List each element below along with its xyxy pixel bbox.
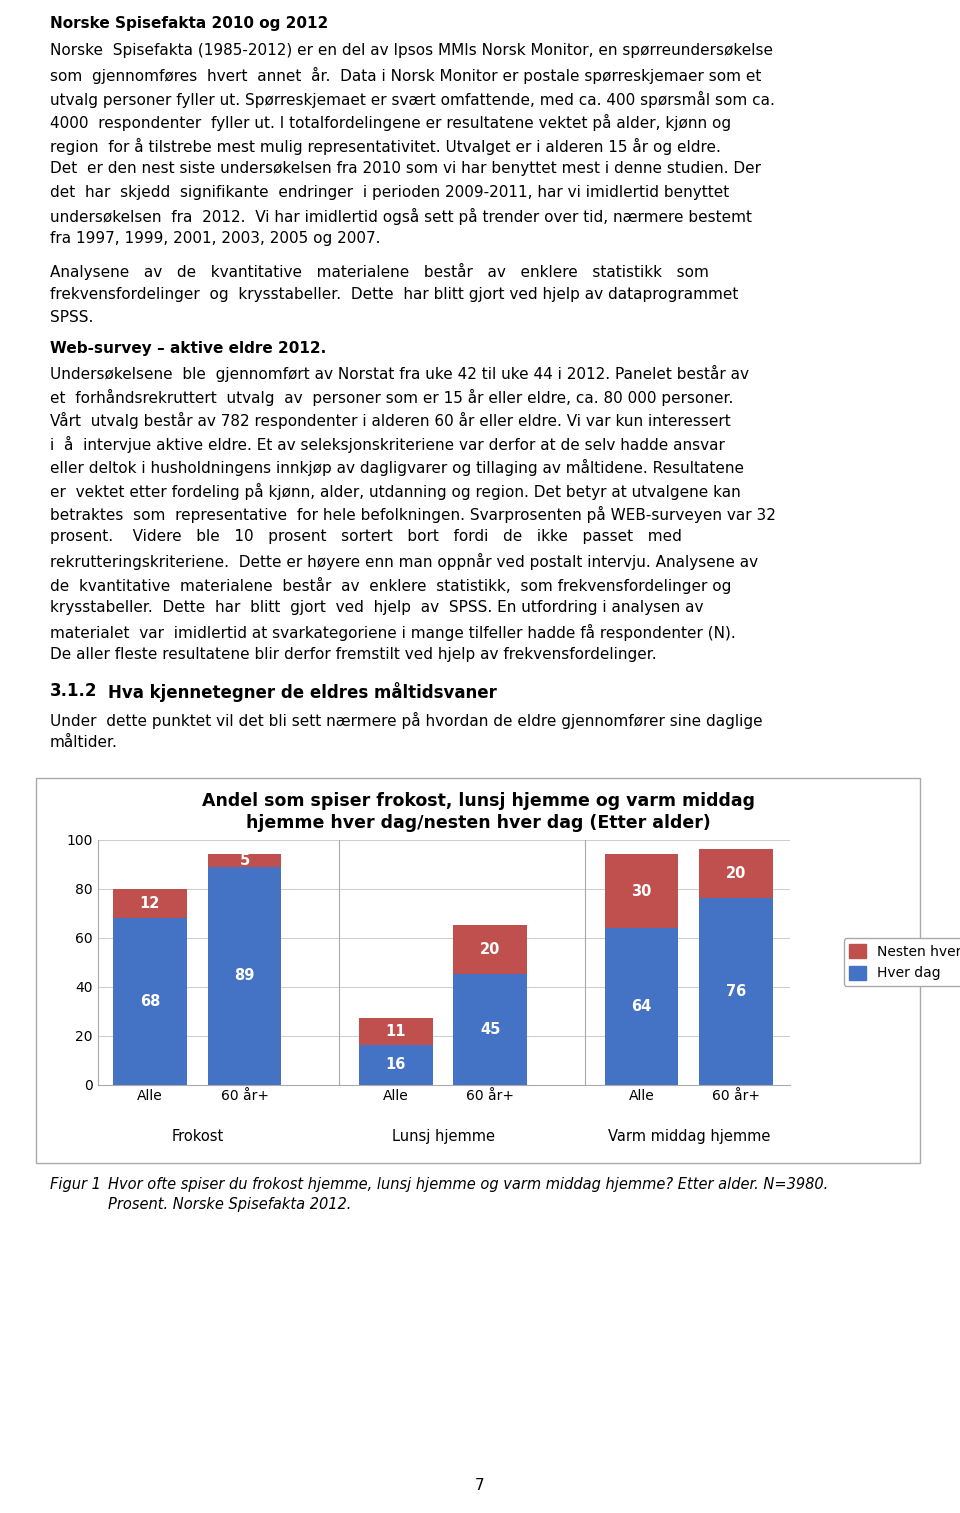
Text: 4000  respondenter  fyller ut. I totalfordelingene er resultatene vektet på alde: 4000 respondenter fyller ut. I totalford…	[50, 113, 732, 132]
Bar	[359, 1045, 433, 1085]
Bar	[699, 899, 773, 1085]
Text: 20: 20	[480, 943, 500, 958]
Text: 76: 76	[726, 983, 746, 999]
Text: Hvor ofte spiser du frokost hjemme, lunsj hjemme og varm middag hjemme? Etter al: Hvor ofte spiser du frokost hjemme, luns…	[108, 1177, 828, 1192]
Bar	[113, 918, 187, 1085]
Text: Andel som spiser frokost, lunsj hjemme og varm middag: Andel som spiser frokost, lunsj hjemme o…	[202, 791, 755, 809]
Text: hjemme hver dag/nesten hver dag (Etter alder): hjemme hver dag/nesten hver dag (Etter a…	[246, 814, 710, 832]
Legend: Nesten hver dag, Hver dag: Nesten hver dag, Hver dag	[844, 938, 960, 986]
Text: 89: 89	[234, 968, 254, 983]
Text: 7: 7	[475, 1478, 485, 1493]
Bar	[453, 926, 527, 974]
FancyBboxPatch shape	[36, 778, 920, 1162]
Text: rekrutteringskriteriene.  Dette er høyere enn man oppnår ved postalt intervju. A: rekrutteringskriteriene. Dette er høyere…	[50, 552, 758, 570]
Text: 11: 11	[386, 1024, 406, 1039]
Text: Det  er den nest siste undersøkelsen fra 2010 som vi har benyttet mest i denne s: Det er den nest siste undersøkelsen fra …	[50, 160, 761, 176]
Text: betraktes  som  representative  for hele befolkningen. Svarprosenten på WEB-surv: betraktes som representative for hele be…	[50, 505, 776, 523]
Text: som  gjennomføres  hvert  annet  år.  Data i Norsk Monitor er postale spørreskje: som gjennomføres hvert annet år. Data i …	[50, 67, 761, 85]
Bar	[699, 849, 773, 899]
Text: Hva kjennetegner de eldres måltidsvaner: Hva kjennetegner de eldres måltidsvaner	[108, 682, 497, 702]
Text: region  for å tilstrebe mest mulig representativitet. Utvalget er i alderen 15 å: region for å tilstrebe mest mulig repres…	[50, 138, 721, 154]
Text: Figur 1: Figur 1	[50, 1177, 101, 1192]
Text: Prosent. Norske Spisefakta 2012.: Prosent. Norske Spisefakta 2012.	[108, 1197, 351, 1212]
Text: fra 1997, 1999, 2001, 2003, 2005 og 2007.: fra 1997, 1999, 2001, 2003, 2005 og 2007…	[50, 231, 380, 247]
Text: prosent.    Videre   ble   10   prosent   sortert   bort   fordi   de   ikke   p: prosent. Videre ble 10 prosent sortert b…	[50, 530, 682, 545]
Text: Analysene   av   de   kvantitative   materialene   består   av   enklere   stati: Analysene av de kvantitative materialene…	[50, 263, 708, 280]
Text: Norske  Spisefakta (1985-2012) er en del av Ipsos MMIs Norsk Monitor, en spørreu: Norske Spisefakta (1985-2012) er en del …	[50, 44, 773, 59]
Text: 20: 20	[726, 867, 746, 882]
Text: Under  dette punktet vil det bli sett nærmere på hvordan de eldre gjennomfører s: Under dette punktet vil det bli sett nær…	[50, 711, 762, 729]
Text: Norske Spisefakta 2010 og 2012: Norske Spisefakta 2010 og 2012	[50, 17, 328, 30]
Text: 45: 45	[480, 1021, 500, 1036]
Text: Varm middag hjemme: Varm middag hjemme	[608, 1129, 770, 1144]
Text: frekvensfordelinger  og  krysstabeller.  Dette  har blitt gjort ved hjelp av dat: frekvensfordelinger og krysstabeller. De…	[50, 286, 738, 301]
Text: i  å  intervjue aktive eldre. Et av seleksjonskriteriene var derfor at de selv h: i å intervjue aktive eldre. Et av seleks…	[50, 436, 725, 452]
Bar	[359, 1018, 433, 1045]
Text: 64: 64	[632, 999, 652, 1014]
Text: De aller fleste resultatene blir derfor fremstilt ved hjelp av frekvensfordeling: De aller fleste resultatene blir derfor …	[50, 648, 657, 663]
Text: 16: 16	[386, 1058, 406, 1073]
Text: undersøkelsen  fra  2012.  Vi har imidlertid også sett på trender over tid, nærm: undersøkelsen fra 2012. Vi har imidlerti…	[50, 207, 752, 225]
Bar	[207, 867, 281, 1085]
Text: 12: 12	[140, 896, 160, 911]
Text: 5: 5	[239, 853, 250, 868]
Text: 3.1.2: 3.1.2	[50, 682, 98, 701]
Text: de  kvantitative  materialene  består  av  enklere  statistikk,  som frekvensfor: de kvantitative materialene består av en…	[50, 576, 732, 593]
Text: det  har  skjedd  signifikante  endringer  i perioden 2009-2011, har vi imidlert: det har skjedd signifikante endringer i …	[50, 185, 730, 200]
Text: eller deltok i husholdningens innkjøp av dagligvarer og tillaging av måltidene. : eller deltok i husholdningens innkjøp av…	[50, 458, 744, 477]
Text: Frokost: Frokost	[171, 1129, 224, 1144]
Text: måltider.: måltider.	[50, 735, 118, 750]
Bar	[453, 974, 527, 1085]
Text: utvalg personer fyller ut. Spørreskjemaet er svært omfattende, med ca. 400 spørs: utvalg personer fyller ut. Spørreskjemae…	[50, 91, 775, 107]
Text: Lunsj hjemme: Lunsj hjemme	[392, 1129, 494, 1144]
Text: Vårt  utvalg består av 782 respondenter i alderen 60 år eller eldre. Vi var kun : Vårt utvalg består av 782 respondenter i…	[50, 412, 731, 430]
Text: 68: 68	[140, 994, 160, 1009]
Text: 30: 30	[632, 884, 652, 899]
Text: materialet  var  imidlertid at svarkategoriene i mange tilfeller hadde få respon: materialet var imidlertid at svarkategor…	[50, 623, 735, 640]
Bar	[605, 927, 679, 1085]
Bar	[207, 855, 281, 867]
Text: er  vektet etter fordeling på kjønn, alder, utdanning og region. Det betyr at ut: er vektet etter fordeling på kjønn, alde…	[50, 483, 741, 499]
Text: Web-survey – aktive eldre 2012.: Web-survey – aktive eldre 2012.	[50, 342, 326, 357]
Bar	[113, 888, 187, 918]
Text: krysstabeller.  Dette  har  blitt  gjort  ved  hjelp  av  SPSS. En utfordring i : krysstabeller. Dette har blitt gjort ved…	[50, 601, 704, 614]
Text: SPSS.: SPSS.	[50, 310, 93, 325]
Text: et  forhåndsrekruttert  utvalg  av  personer som er 15 år eller eldre, ca. 80 00: et forhåndsrekruttert utvalg av personer…	[50, 389, 733, 405]
Bar	[605, 855, 679, 927]
Text: Undersøkelsene  ble  gjennomført av Norstat fra uke 42 til uke 44 i 2012. Panele: Undersøkelsene ble gjennomført av Norsta…	[50, 365, 749, 381]
